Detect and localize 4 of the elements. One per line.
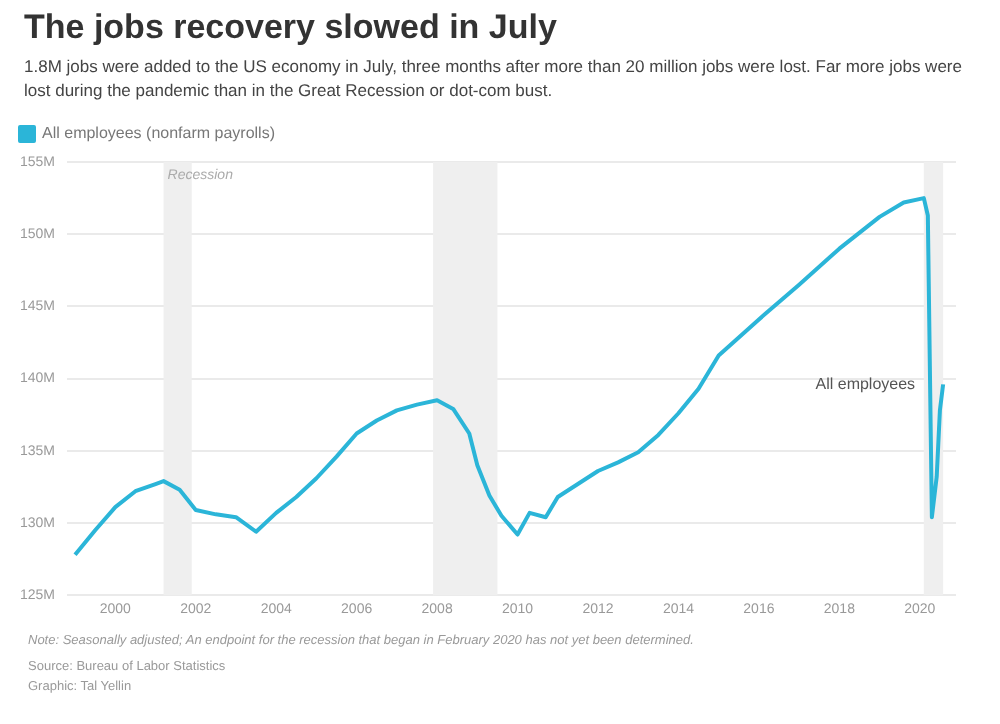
chart-title: The jobs recovery slowed in July (24, 8, 559, 48)
chart-subtitle: 1.8M jobs were added to the US economy in July, three months after more than 20 million jobs were lost. Far more jobs were lost during the pandemic than in the Great Recession or dot-com bust. (24, 54, 964, 102)
legend-label: All employees (nonfarm payrolls) (42, 124, 276, 143)
annotation: All employees (815, 374, 916, 393)
